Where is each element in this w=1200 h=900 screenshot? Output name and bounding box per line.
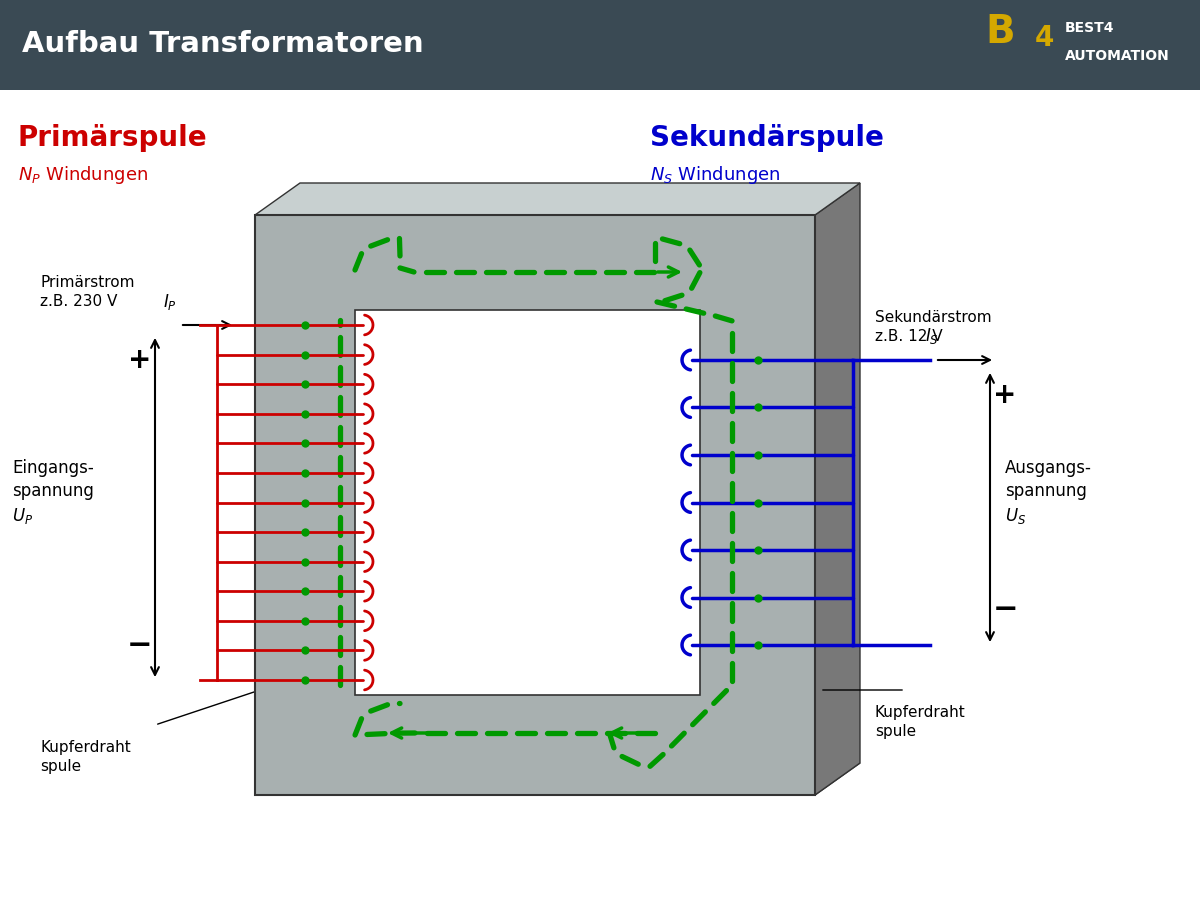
Text: 4: 4 bbox=[1034, 24, 1055, 52]
Text: $I_S$: $I_S$ bbox=[925, 326, 938, 346]
Text: Ausgangs-
spannung
$U_S$: Ausgangs- spannung $U_S$ bbox=[1006, 459, 1092, 526]
Text: −: − bbox=[127, 631, 152, 660]
Text: B: B bbox=[985, 13, 1015, 51]
Text: Eisenkern des
Transformators: Eisenkern des Transformators bbox=[454, 750, 596, 790]
Text: Sekundärspule: Sekundärspule bbox=[650, 124, 884, 152]
Text: Eingangs-
spannung
$U_P$: Eingangs- spannung $U_P$ bbox=[12, 459, 94, 526]
Text: Primärspule: Primärspule bbox=[18, 124, 208, 152]
Text: +: + bbox=[128, 346, 151, 374]
Text: −: − bbox=[992, 596, 1018, 625]
Polygon shape bbox=[355, 278, 745, 310]
Text: magnetischer
Fluss Φ: magnetischer Fluss Φ bbox=[470, 228, 599, 268]
FancyBboxPatch shape bbox=[0, 0, 1200, 90]
Polygon shape bbox=[700, 278, 745, 695]
Text: AUTOMATION: AUTOMATION bbox=[1066, 49, 1170, 63]
Text: Kupferdraht
spule: Kupferdraht spule bbox=[40, 740, 131, 774]
Polygon shape bbox=[254, 215, 815, 795]
Polygon shape bbox=[815, 183, 860, 795]
Polygon shape bbox=[254, 763, 860, 795]
Text: Kupferdraht
spule: Kupferdraht spule bbox=[875, 705, 966, 739]
Text: BEST4: BEST4 bbox=[1066, 21, 1115, 35]
Text: $N_P$ Windungen: $N_P$ Windungen bbox=[18, 164, 148, 186]
Text: $N_S$ Windungen: $N_S$ Windungen bbox=[650, 164, 780, 186]
Polygon shape bbox=[254, 183, 860, 215]
Text: Sekundärstrom
z.B. 12 V: Sekundärstrom z.B. 12 V bbox=[875, 310, 991, 344]
Polygon shape bbox=[355, 663, 745, 695]
Text: Primärstrom
z.B. 230 V: Primärstrom z.B. 230 V bbox=[40, 275, 134, 309]
Polygon shape bbox=[355, 310, 700, 695]
Text: +: + bbox=[994, 381, 1016, 409]
Text: Aufbau Transformatoren: Aufbau Transformatoren bbox=[22, 30, 424, 58]
Text: $I_P$: $I_P$ bbox=[163, 292, 176, 312]
